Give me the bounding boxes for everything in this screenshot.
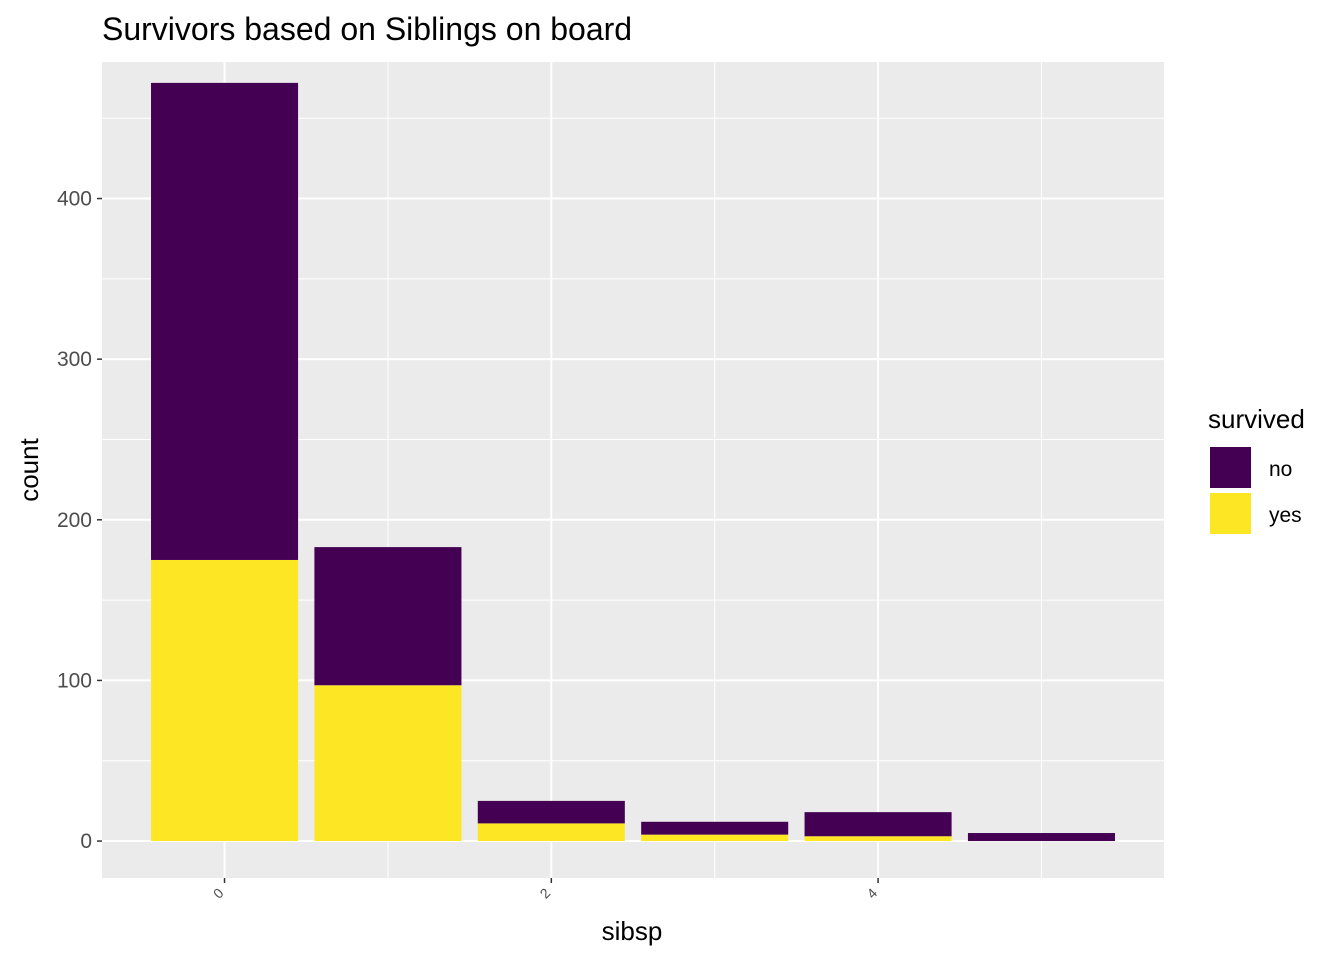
y-tick-label: 300 xyxy=(57,348,92,371)
y-tick-label: 400 xyxy=(57,188,92,211)
x-axis-title: sibsp xyxy=(602,916,663,946)
bar-no-5 xyxy=(967,833,1115,842)
legend-label-yes: yes xyxy=(1269,504,1302,527)
bar-yes-3 xyxy=(641,834,789,842)
x-tick-label: 0 xyxy=(210,885,227,902)
bar-yes-2 xyxy=(477,823,625,842)
x-tick-label: 2 xyxy=(537,885,554,902)
y-axis-ticks: 0 100 200 300 400 xyxy=(57,188,102,853)
legend: survived no yes xyxy=(1208,404,1305,536)
y-axis-title: count xyxy=(14,437,44,501)
bar-no-4 xyxy=(804,812,952,837)
x-axis-ticks: 0 2 4 xyxy=(210,878,880,902)
bar-yes-4 xyxy=(804,836,952,842)
legend-key-no xyxy=(1208,445,1253,490)
bar-no-2 xyxy=(477,800,625,824)
y-tick-label: 100 xyxy=(57,669,92,692)
legend-key-yes xyxy=(1208,491,1253,536)
bar-yes-1 xyxy=(314,685,462,842)
legend-label-no: no xyxy=(1269,458,1292,481)
y-tick-label: 200 xyxy=(57,509,92,532)
y-tick-label: 0 xyxy=(80,830,92,853)
chart-title: Survivors based on Siblings on board xyxy=(102,11,632,47)
legend-title: survived xyxy=(1208,404,1305,434)
bars xyxy=(151,82,1115,842)
bar-no-0 xyxy=(151,82,299,560)
bar-no-1 xyxy=(314,547,462,686)
bar-no-3 xyxy=(641,821,789,835)
x-tick-label: 4 xyxy=(863,885,880,902)
bar-yes-0 xyxy=(151,559,299,842)
